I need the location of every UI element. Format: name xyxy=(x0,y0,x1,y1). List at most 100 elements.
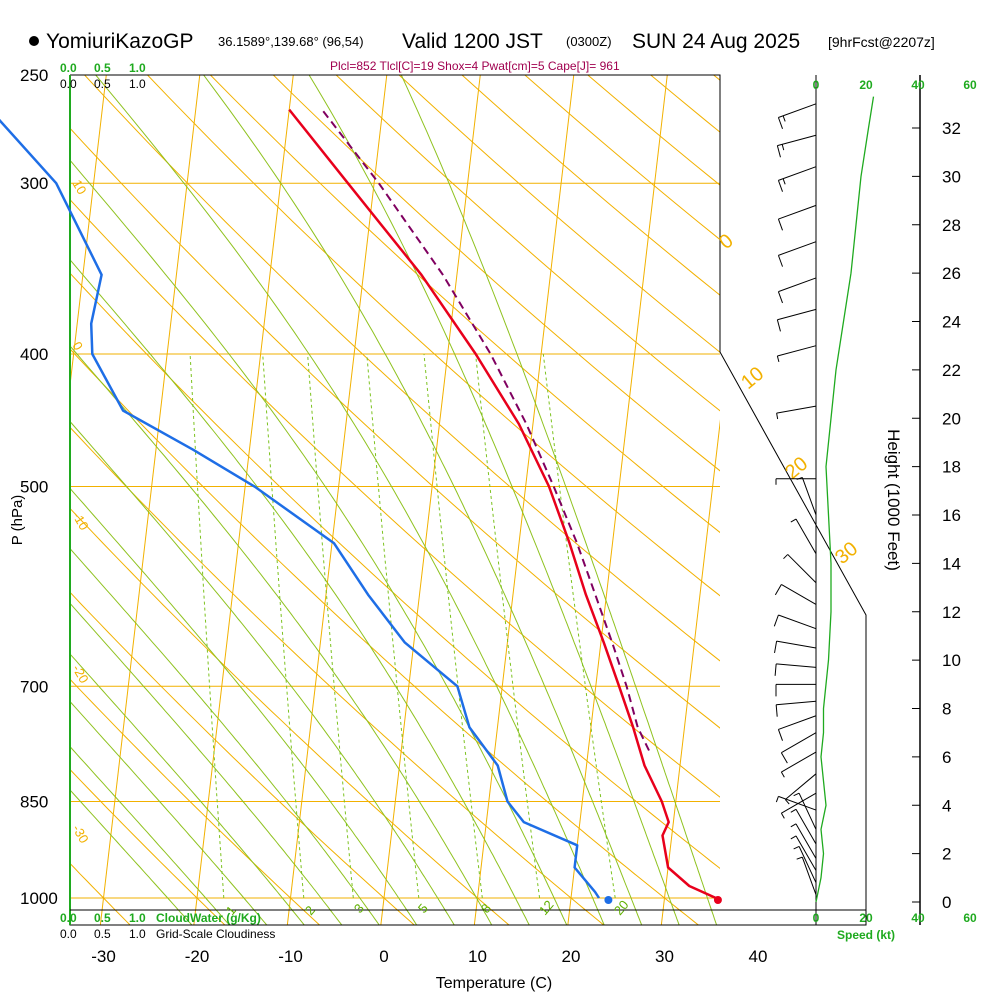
height-tick-label: 0 xyxy=(942,893,951,912)
mixing-ratio-label: 8 xyxy=(478,901,494,916)
dry-adiabat xyxy=(70,591,416,925)
wind-barb-feather xyxy=(777,218,783,231)
moist-adiabat xyxy=(70,745,230,925)
isotherm-line xyxy=(660,419,720,925)
wind-barb xyxy=(798,792,817,830)
wind-barb-feather xyxy=(775,704,778,717)
wind-barb-feather xyxy=(776,319,781,332)
cloud-water-axis-title: CloudWater (g/Kg) xyxy=(156,911,261,925)
height-tick-label: 22 xyxy=(942,361,961,380)
mixing-ratio-line xyxy=(307,353,354,899)
moist-adiabat xyxy=(70,420,455,925)
pressure-tick-label: 1000 xyxy=(20,889,58,908)
dry-adiabat xyxy=(70,198,720,798)
speed-tick-label-bottom: 20 xyxy=(859,911,873,925)
valid-time-label: Valid 1200 JST xyxy=(402,30,543,53)
wind-barb xyxy=(776,640,817,649)
dry-adiabat xyxy=(70,348,700,925)
cloudiness-tick-bottom: 0.5 xyxy=(94,927,111,941)
speed-tick-label-top: 40 xyxy=(911,78,925,92)
cloud-water-tick-top: 1.0 xyxy=(129,61,146,75)
isotherm-line xyxy=(286,75,388,925)
dry-adiabat-label: -10 xyxy=(69,509,91,533)
mixing-ratio-line xyxy=(542,353,616,899)
wind-barb-feather xyxy=(790,518,797,523)
sounding-profiles xyxy=(0,108,722,904)
dry-adiabat xyxy=(272,75,720,472)
wind-barb-feather xyxy=(777,180,783,192)
wind-barb xyxy=(777,134,817,147)
wind-barb xyxy=(787,554,817,584)
surface-temperature-marker xyxy=(713,896,722,904)
dry-adiabat xyxy=(209,75,720,534)
height-tick-label: 6 xyxy=(942,748,951,767)
wind-barb-feather xyxy=(775,796,779,803)
speed-tick-label-top: 0 xyxy=(813,78,820,92)
dewpoint-profile xyxy=(0,118,601,899)
wind-barb xyxy=(795,809,817,845)
wind-barb xyxy=(781,584,817,605)
dry-adiabat xyxy=(461,75,720,296)
dry-adiabat xyxy=(335,75,720,412)
wind-barb-feather xyxy=(774,584,782,596)
wind-barb-feather xyxy=(777,255,783,267)
wind-barb xyxy=(778,795,817,811)
height-tick-label: 14 xyxy=(942,554,961,573)
height-tick-label: 16 xyxy=(942,506,961,525)
isotherm-line xyxy=(755,0,870,927)
temperature-tick-label: -20 xyxy=(185,947,210,966)
dry-adiabat-label: 10 xyxy=(69,177,89,197)
wind-barb xyxy=(785,773,817,800)
dry-adiabat xyxy=(70,272,720,870)
wind-panel xyxy=(773,75,875,925)
height-tick-label: 20 xyxy=(942,409,961,428)
wind-barb-feather xyxy=(790,835,797,840)
mixing-ratio-label: 12 xyxy=(536,897,557,918)
stability-indices: Plcl=852 Tlcl[C]=19 Shox=4 Pwat[cm]=5 Ca… xyxy=(330,59,620,73)
wind-barb-feather xyxy=(776,355,780,362)
wind-barb-feather xyxy=(783,554,789,560)
wind-barb xyxy=(778,204,817,220)
wind-barb-feather xyxy=(773,614,779,627)
moist-adiabat-label: 10 xyxy=(737,363,768,394)
moist-adiabat xyxy=(70,653,305,925)
surface-dewpoint-marker xyxy=(604,896,613,904)
dry-adiabat xyxy=(70,426,605,925)
mixing-ratio-label: 20 xyxy=(611,897,632,918)
speed-tick-label-bottom: 40 xyxy=(911,911,925,925)
dry-adiabat xyxy=(398,75,720,353)
dry-adiabat xyxy=(83,75,720,662)
wind-barb-feather xyxy=(793,792,800,797)
wind-barb-feather xyxy=(780,771,785,778)
moist-adiabat xyxy=(202,75,643,925)
dry-adiabat xyxy=(70,507,510,925)
wind-barb xyxy=(795,823,817,859)
temperature-tick-label: -30 xyxy=(91,947,116,966)
forecast-date: SUN 24 Aug 2025 xyxy=(632,30,801,53)
dry-adiabat xyxy=(649,75,720,133)
pressure-tick-label: 300 xyxy=(20,174,48,193)
wind-barb-feather xyxy=(774,663,777,676)
wind-barb-feather xyxy=(782,178,786,185)
dry-adiabat-label: -30 xyxy=(69,822,91,846)
plot-border xyxy=(69,74,867,926)
moist-adiabat xyxy=(95,75,605,925)
dry-adiabat xyxy=(70,127,720,729)
wind-barb-feather xyxy=(790,823,797,828)
diagram-frame xyxy=(69,74,921,926)
height-tick-label: 10 xyxy=(942,651,961,670)
height-tick-label: 28 xyxy=(942,216,961,235)
temperature-tick-label: 0 xyxy=(379,947,388,966)
dry-adiabat xyxy=(70,768,226,925)
isotherm-line xyxy=(99,75,201,925)
isotherm-line xyxy=(70,75,107,390)
height-tick-label: 32 xyxy=(942,119,961,138)
utc-time-label: (0300Z) xyxy=(566,34,612,49)
mixing-ratio-label: 3 xyxy=(351,901,367,916)
wind-barb-feather xyxy=(781,144,785,151)
height-tick-label: 24 xyxy=(942,313,961,332)
moist-adiabat xyxy=(70,700,268,925)
speed-tick-label-bottom: 0 xyxy=(813,911,820,925)
